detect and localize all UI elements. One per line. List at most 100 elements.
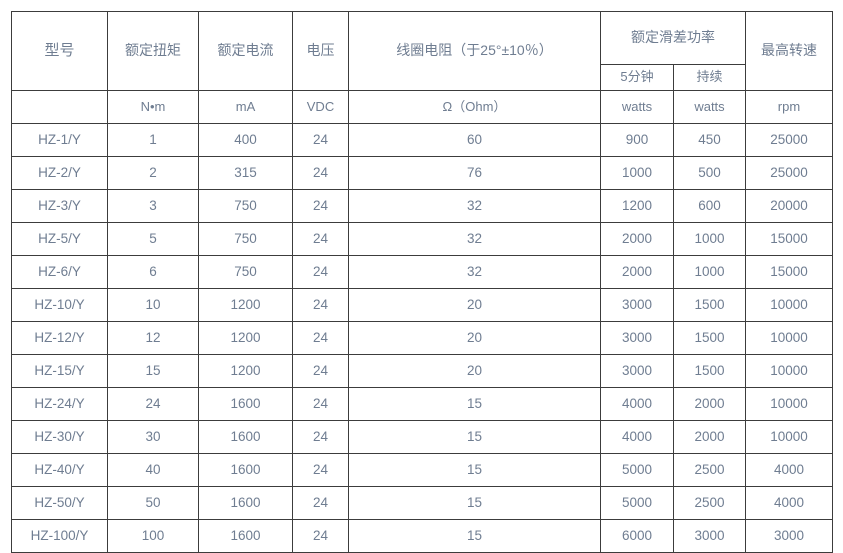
header-row-units: N•m mA VDC Ω（Ohm） watts watts rpm bbox=[11, 90, 833, 124]
cell-rated-torque: 5 bbox=[107, 222, 199, 256]
header-model: 型号 bbox=[11, 11, 108, 91]
header-row-primary: 型号 额定扭矩 额定电流 电压 线圈电阻（于25°±10％） 额定滑差功率 最高… bbox=[11, 11, 833, 91]
unit-slip-5min: watts bbox=[600, 90, 674, 124]
cell-slip-5min: 5000 bbox=[600, 453, 674, 487]
cell-rated-current: 315 bbox=[198, 156, 293, 190]
cell-coil-resistance: 15 bbox=[348, 486, 601, 520]
header-coil-resistance: 线圈电阻（于25°±10％） bbox=[348, 11, 601, 91]
cell-rated-torque: 2 bbox=[107, 156, 199, 190]
cell-max-speed: 4000 bbox=[745, 486, 833, 520]
cell-slip-continuous: 500 bbox=[673, 156, 746, 190]
cell-slip-continuous: 1000 bbox=[673, 222, 746, 256]
header-row-secondary: 5分钟 持续 bbox=[12, 64, 833, 91]
cell-max-speed: 20000 bbox=[745, 189, 833, 223]
cell-voltage: 24 bbox=[292, 519, 349, 553]
cell-coil-resistance: 60 bbox=[348, 123, 601, 157]
unit-model bbox=[11, 90, 108, 124]
unit-slip-continuous: watts bbox=[673, 90, 746, 124]
cell-voltage: 24 bbox=[292, 255, 349, 289]
cell-max-speed: 25000 bbox=[745, 156, 833, 190]
cell-rated-current: 750 bbox=[198, 189, 293, 223]
cell-coil-resistance: 32 bbox=[348, 255, 601, 289]
header-voltage: 电压 bbox=[292, 11, 349, 91]
header-slip-5min: 5分钟 bbox=[600, 64, 674, 91]
cell-coil-resistance: 15 bbox=[348, 387, 601, 421]
cell-voltage: 24 bbox=[292, 156, 349, 190]
cell-max-speed: 10000 bbox=[745, 420, 833, 454]
cell-slip-5min: 6000 bbox=[600, 519, 674, 553]
cell-rated-current: 1200 bbox=[198, 288, 293, 322]
cell-model: HZ-24/Y bbox=[11, 387, 108, 421]
cell-coil-resistance: 32 bbox=[348, 189, 601, 223]
table-row: HZ-40/Y 40 1600 24 15 5000 2500 4000 bbox=[11, 453, 833, 487]
cell-slip-continuous: 3000 bbox=[673, 519, 746, 553]
cell-rated-torque: 1 bbox=[107, 123, 199, 157]
cell-max-speed: 3000 bbox=[745, 519, 833, 553]
cell-coil-resistance: 20 bbox=[348, 288, 601, 322]
cell-rated-current: 1600 bbox=[198, 453, 293, 487]
table-row: HZ-10/Y 10 1200 24 20 3000 1500 10000 bbox=[11, 288, 833, 322]
cell-slip-continuous: 2000 bbox=[673, 420, 746, 454]
table-row: HZ-1/Y 1 400 24 60 900 450 25000 bbox=[11, 123, 833, 157]
cell-rated-torque: 30 bbox=[107, 420, 199, 454]
specification-table: 型号 额定扭矩 额定电流 电压 线圈电阻（于25°±10％） 额定滑差功率 最高… bbox=[11, 11, 833, 553]
cell-voltage: 24 bbox=[292, 387, 349, 421]
cell-rated-torque: 12 bbox=[107, 321, 199, 355]
cell-model: HZ-40/Y bbox=[11, 453, 108, 487]
header-max-speed: 最高转速 bbox=[745, 11, 833, 91]
cell-rated-current: 1600 bbox=[198, 387, 293, 421]
cell-max-speed: 10000 bbox=[745, 354, 833, 388]
cell-slip-continuous: 450 bbox=[673, 123, 746, 157]
cell-slip-5min: 2000 bbox=[600, 255, 674, 289]
cell-slip-5min: 5000 bbox=[600, 486, 674, 520]
cell-slip-continuous: 1000 bbox=[673, 255, 746, 289]
table-header: 型号 额定扭矩 额定电流 电压 线圈电阻（于25°±10％） 额定滑差功率 最高… bbox=[11, 11, 833, 124]
cell-max-speed: 10000 bbox=[745, 321, 833, 355]
page-root: 型号 额定扭矩 额定电流 电压 线圈电阻（于25°±10％） 额定滑差功率 最高… bbox=[11, 11, 833, 553]
cell-rated-current: 1600 bbox=[198, 486, 293, 520]
cell-slip-5min: 900 bbox=[600, 123, 674, 157]
cell-voltage: 24 bbox=[292, 453, 349, 487]
cell-slip-5min: 2000 bbox=[600, 222, 674, 256]
cell-slip-5min: 4000 bbox=[600, 387, 674, 421]
header-rated-torque: 额定扭矩 bbox=[107, 11, 199, 91]
cell-model: HZ-6/Y bbox=[11, 255, 108, 289]
cell-rated-current: 1200 bbox=[198, 321, 293, 355]
table-row: HZ-100/Y 100 1600 24 15 6000 3000 3000 bbox=[11, 519, 833, 553]
cell-rated-current: 750 bbox=[198, 222, 293, 256]
table-row: HZ-30/Y 30 1600 24 15 4000 2000 10000 bbox=[11, 420, 833, 454]
table-row: HZ-6/Y 6 750 24 32 2000 1000 15000 bbox=[11, 255, 833, 289]
cell-rated-torque: 3 bbox=[107, 189, 199, 223]
unit-max-speed: rpm bbox=[745, 90, 833, 124]
cell-coil-resistance: 15 bbox=[348, 453, 601, 487]
cell-slip-5min: 1000 bbox=[600, 156, 674, 190]
unit-coil-resistance: Ω（Ohm） bbox=[348, 90, 601, 124]
table-row: HZ-3/Y 3 750 24 32 1200 600 20000 bbox=[11, 189, 833, 223]
cell-rated-torque: 100 bbox=[107, 519, 199, 553]
cell-voltage: 24 bbox=[292, 354, 349, 388]
table-row: HZ-50/Y 50 1600 24 15 5000 2500 4000 bbox=[11, 486, 833, 520]
cell-slip-5min: 3000 bbox=[600, 354, 674, 388]
cell-coil-resistance: 20 bbox=[348, 354, 601, 388]
cell-max-speed: 25000 bbox=[745, 123, 833, 157]
cell-model: HZ-50/Y bbox=[11, 486, 108, 520]
cell-coil-resistance: 20 bbox=[348, 321, 601, 355]
cell-rated-current: 1600 bbox=[198, 519, 293, 553]
cell-voltage: 24 bbox=[292, 222, 349, 256]
cell-slip-continuous: 2000 bbox=[673, 387, 746, 421]
cell-model: HZ-30/Y bbox=[11, 420, 108, 454]
header-rated-current: 额定电流 bbox=[198, 11, 293, 91]
cell-voltage: 24 bbox=[292, 189, 349, 223]
cell-model: HZ-100/Y bbox=[11, 519, 108, 553]
cell-rated-current: 400 bbox=[198, 123, 293, 157]
unit-rated-torque: N•m bbox=[107, 90, 199, 124]
unit-voltage: VDC bbox=[292, 90, 349, 124]
cell-rated-torque: 50 bbox=[107, 486, 199, 520]
cell-slip-continuous: 1500 bbox=[673, 354, 746, 388]
unit-rated-current: mA bbox=[198, 90, 293, 124]
cell-slip-continuous: 1500 bbox=[673, 321, 746, 355]
table-row: HZ-24/Y 24 1600 24 15 4000 2000 10000 bbox=[11, 387, 833, 421]
cell-max-speed: 10000 bbox=[745, 387, 833, 421]
cell-slip-continuous: 600 bbox=[673, 189, 746, 223]
cell-voltage: 24 bbox=[292, 321, 349, 355]
